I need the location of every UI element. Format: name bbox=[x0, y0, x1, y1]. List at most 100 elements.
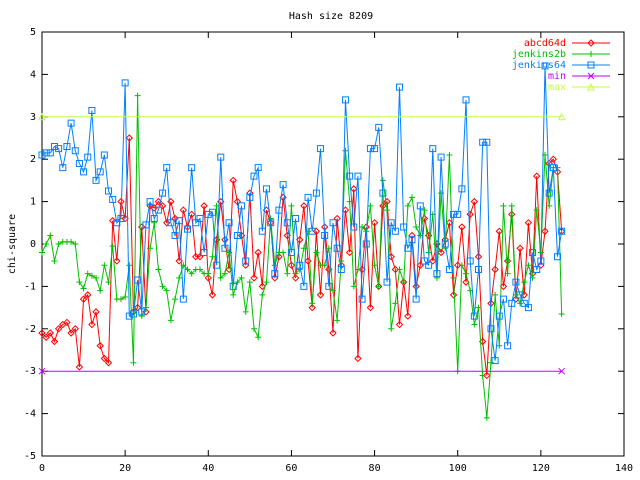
marker bbox=[204, 274, 212, 282]
marker bbox=[254, 164, 262, 172]
marker bbox=[42, 333, 50, 341]
marker bbox=[88, 106, 96, 114]
marker bbox=[63, 318, 71, 327]
marker bbox=[483, 414, 490, 421]
marker bbox=[504, 342, 512, 350]
legend-label: jenkins2b bbox=[512, 49, 566, 60]
marker bbox=[408, 236, 416, 244]
marker bbox=[471, 321, 478, 328]
marker bbox=[491, 265, 499, 274]
marker bbox=[117, 296, 124, 303]
marker bbox=[105, 279, 112, 286]
marker bbox=[470, 197, 479, 206]
marker bbox=[238, 202, 246, 210]
marker bbox=[171, 232, 179, 240]
y-tick-label: 0 bbox=[30, 239, 36, 250]
marker bbox=[587, 39, 595, 47]
marker bbox=[433, 274, 440, 281]
marker bbox=[267, 219, 275, 227]
marker bbox=[55, 241, 62, 247]
marker bbox=[242, 257, 250, 265]
marker bbox=[122, 294, 129, 300]
marker bbox=[517, 300, 524, 307]
marker bbox=[500, 202, 507, 209]
marker bbox=[54, 325, 63, 333]
marker bbox=[588, 51, 594, 57]
marker bbox=[479, 372, 486, 379]
marker bbox=[520, 299, 528, 307]
marker bbox=[246, 279, 253, 286]
marker bbox=[587, 82, 595, 91]
marker bbox=[179, 295, 187, 303]
marker bbox=[251, 325, 258, 332]
marker bbox=[341, 96, 349, 104]
marker bbox=[59, 164, 67, 172]
marker bbox=[38, 367, 46, 375]
marker bbox=[38, 112, 46, 121]
marker bbox=[388, 325, 395, 332]
marker bbox=[416, 202, 424, 210]
marker bbox=[142, 304, 149, 311]
marker bbox=[125, 134, 134, 142]
y-tick-label: 2 bbox=[30, 154, 36, 165]
marker bbox=[475, 265, 482, 273]
marker bbox=[217, 153, 225, 161]
marker bbox=[541, 227, 549, 235]
marker bbox=[43, 241, 50, 247]
marker bbox=[334, 317, 341, 324]
marker bbox=[524, 304, 532, 312]
marker bbox=[458, 223, 466, 231]
marker bbox=[350, 185, 358, 193]
marker bbox=[366, 303, 375, 312]
marker bbox=[291, 274, 300, 282]
marker bbox=[271, 270, 279, 278]
marker bbox=[88, 320, 96, 329]
marker bbox=[354, 266, 361, 273]
marker bbox=[492, 291, 499, 298]
marker bbox=[288, 202, 295, 209]
marker bbox=[587, 72, 595, 80]
marker bbox=[495, 227, 503, 235]
marker bbox=[516, 291, 524, 299]
marker bbox=[308, 227, 316, 235]
legend-label: jenkins64 bbox=[512, 60, 566, 71]
marker bbox=[262, 185, 270, 193]
marker bbox=[155, 266, 162, 273]
marker bbox=[92, 308, 100, 316]
marker bbox=[445, 265, 453, 273]
marker bbox=[71, 325, 79, 333]
marker bbox=[441, 240, 449, 248]
marker bbox=[533, 207, 540, 214]
marker bbox=[420, 214, 429, 223]
marker bbox=[200, 248, 208, 256]
legend-label: min bbox=[548, 71, 566, 82]
marker bbox=[39, 249, 45, 256]
marker bbox=[63, 142, 71, 150]
marker bbox=[391, 265, 400, 274]
marker bbox=[96, 342, 104, 350]
marker bbox=[316, 291, 325, 299]
marker bbox=[554, 164, 561, 171]
marker bbox=[404, 244, 412, 252]
marker bbox=[130, 359, 137, 366]
marker bbox=[446, 151, 453, 158]
marker bbox=[312, 189, 320, 197]
marker bbox=[537, 257, 545, 265]
marker bbox=[46, 329, 55, 337]
legend-label: abcd64d bbox=[524, 38, 566, 49]
marker bbox=[179, 206, 188, 214]
marker bbox=[371, 262, 378, 269]
marker bbox=[412, 295, 420, 303]
marker bbox=[462, 96, 470, 104]
marker bbox=[51, 257, 58, 264]
marker bbox=[71, 147, 79, 155]
marker bbox=[420, 257, 428, 265]
marker bbox=[396, 83, 404, 91]
marker bbox=[154, 206, 162, 214]
marker bbox=[362, 240, 370, 248]
marker bbox=[84, 291, 92, 299]
marker bbox=[38, 329, 46, 337]
marker bbox=[395, 320, 404, 329]
marker bbox=[88, 272, 95, 279]
marker bbox=[280, 249, 287, 256]
